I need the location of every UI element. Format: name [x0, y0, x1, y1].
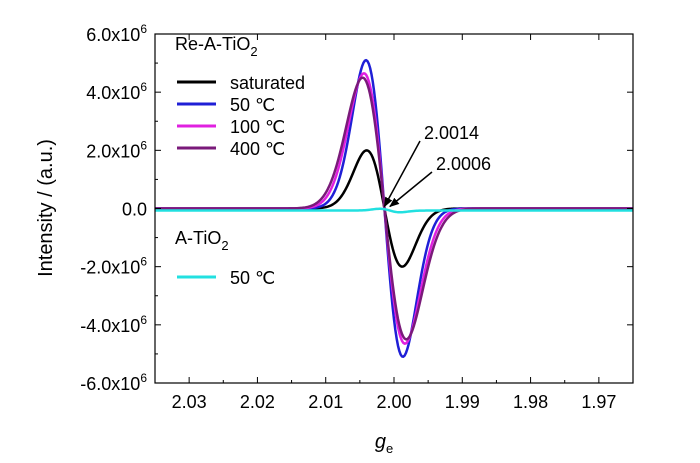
x-axis-title: ge	[375, 431, 393, 456]
y-tick-label: 0.0	[122, 200, 147, 220]
x-tick-label: 2.03	[172, 392, 207, 412]
series-line	[155, 76, 633, 341]
annotation-layer: 2.0014 2.0006	[383, 123, 491, 208]
x-tick-label: 2.01	[308, 392, 343, 412]
legend-entry-label: 100 ℃	[230, 117, 285, 137]
legend-group-title: Re-A-TiO2	[175, 34, 258, 59]
ticks-layer: 2.03 2.02 2.01 2.00 1.99 1.98 1.97 6.0x106 4.0x1…	[80, 22, 633, 412]
series-line	[155, 207, 633, 214]
legend-entry-label: 50 ℃	[230, 268, 275, 288]
x-tick-label: 1.97	[581, 392, 616, 412]
y-tick-label: -6.0x106	[80, 371, 147, 394]
annotation-label: 2.0014	[424, 123, 479, 143]
y-axis-title: Intensity / (a.u.)	[35, 139, 57, 277]
y-tick-label: -2.0x106	[80, 255, 147, 278]
y-tick-label: -4.0x106	[80, 313, 147, 336]
y-tick-label: 6.0x106	[86, 22, 147, 45]
annotation-arrow	[389, 171, 433, 208]
x-tick-label: 2.00	[376, 392, 411, 412]
legend-entry-label: 400 ℃	[230, 139, 285, 159]
series-layer	[155, 58, 633, 358]
y-tick-label: 2.0x106	[86, 138, 147, 161]
x-tick-label: 2.02	[240, 392, 275, 412]
annotation-arrow	[383, 140, 421, 208]
legend-entry-label: saturated	[230, 73, 305, 93]
x-tick-label: 1.99	[445, 392, 480, 412]
legend-group-title: A-TiO2	[175, 228, 229, 253]
annotation-label: 2.0006	[436, 154, 491, 174]
y-tick-label: 4.0x106	[86, 80, 147, 103]
legend-entry-label: 50 ℃	[230, 95, 275, 115]
x-tick-label: 1.98	[513, 392, 548, 412]
